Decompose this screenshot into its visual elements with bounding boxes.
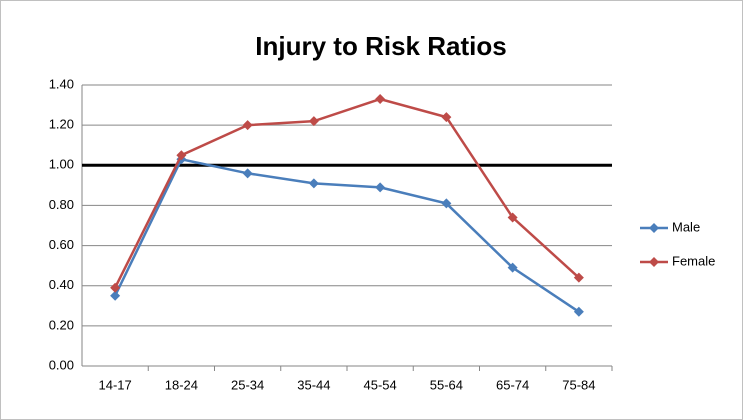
x-tick-label: 35-44	[297, 377, 330, 392]
point-marker	[242, 120, 253, 131]
x-tick-label: 55-64	[430, 377, 463, 392]
series-line	[114, 157, 580, 313]
y-tick-label: 0.80	[49, 197, 74, 212]
point-marker	[375, 182, 386, 193]
x-tick-label: 25-34	[231, 377, 264, 392]
legend-label: Male	[672, 219, 700, 234]
point-marker	[573, 272, 584, 283]
x-tick-label: 75-84	[562, 377, 595, 392]
x-tick-label: 18-24	[165, 377, 198, 392]
point-marker	[308, 116, 319, 127]
chart-title: Injury to Risk Ratios	[255, 31, 506, 61]
legend-label: Female	[672, 253, 715, 268]
y-tick-label: 1.40	[49, 76, 74, 91]
legend-marker	[649, 257, 659, 267]
point-marker	[110, 290, 121, 301]
y-tick-label: 1.00	[49, 157, 74, 172]
y-tick-label: 0.20	[49, 317, 74, 332]
y-tick-label: 0.00	[49, 357, 74, 372]
series-line	[114, 97, 580, 289]
x-tick-label: 65-74	[496, 377, 529, 392]
point-marker	[573, 306, 584, 317]
point-marker	[507, 212, 518, 223]
point-marker	[441, 112, 452, 123]
y-tick-label: 0.40	[49, 277, 74, 292]
point-marker	[110, 282, 121, 293]
y-tick-label: 0.60	[49, 237, 74, 252]
point-marker	[242, 168, 253, 179]
y-tick-label: 1.20	[49, 117, 74, 132]
point-marker	[308, 178, 319, 189]
x-tick-label: 45-54	[364, 377, 397, 392]
point-marker	[176, 150, 187, 161]
x-tick-label: 14-17	[99, 377, 132, 392]
point-marker	[375, 94, 386, 105]
point-marker	[507, 262, 518, 273]
legend-marker	[649, 223, 659, 233]
point-marker	[441, 198, 452, 209]
